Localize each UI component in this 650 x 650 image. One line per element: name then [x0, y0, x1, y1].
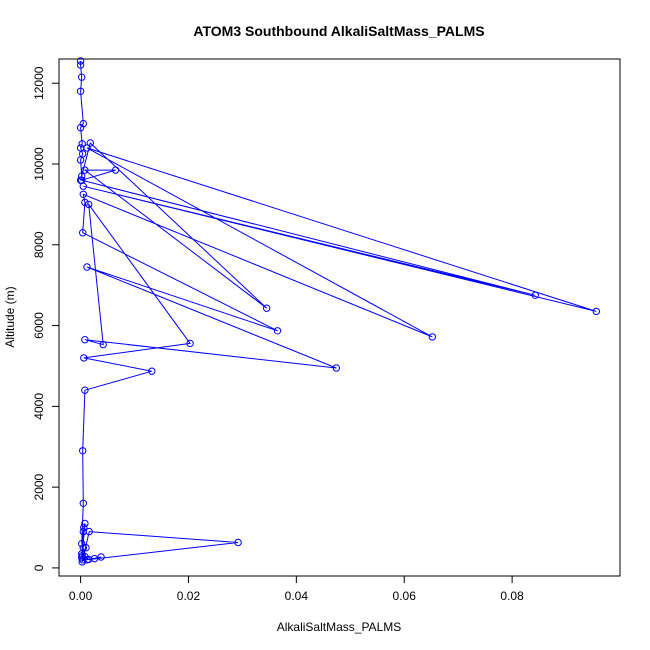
- x-tick-label: 0.02: [177, 589, 201, 603]
- data-point: [99, 340, 107, 349]
- chart-title: ATOM3 Southbound AlkaliSaltMass_PALMS: [193, 23, 484, 39]
- data-point: [79, 447, 87, 455]
- data-point: [79, 527, 88, 536]
- data-point: [81, 166, 89, 174]
- data-point: [531, 291, 539, 299]
- data-point: [85, 527, 93, 536]
- series-line: [79, 61, 597, 562]
- series-layer: [76, 57, 600, 566]
- data-point: [273, 327, 282, 335]
- x-tick-label: 0.00: [69, 589, 93, 603]
- y-axis-label: Altitude (m): [3, 286, 17, 347]
- data-point: [592, 307, 600, 316]
- data-point: [234, 538, 242, 547]
- y-tick-label: 6000: [32, 312, 46, 339]
- data-point: [76, 61, 85, 69]
- data-point: [76, 57, 85, 65]
- data-point: [79, 182, 88, 190]
- x-tick-label: 0.08: [500, 589, 524, 603]
- x-axis: 0.00 0.02 0.04 0.06 0.08: [69, 575, 524, 603]
- data-point: [78, 540, 86, 548]
- data-point: [80, 354, 88, 362]
- data-point: [263, 304, 271, 312]
- data-point: [78, 73, 86, 81]
- data-point: [148, 367, 156, 375]
- plot-frame: [58, 58, 621, 577]
- y-tick-label: 0: [32, 564, 46, 571]
- data-point: [76, 156, 85, 164]
- x-tick-label: 0.06: [393, 589, 417, 603]
- x-axis-label: AlkaliSaltMass_PALMS: [277, 620, 402, 634]
- data-point: [86, 139, 95, 147]
- data-point: [186, 339, 194, 348]
- data-point: [81, 386, 89, 394]
- data-point: [81, 198, 89, 207]
- data-point: [79, 229, 87, 237]
- data-point: [76, 87, 85, 96]
- data-point: [83, 263, 91, 271]
- y-tick-label: 10000: [32, 147, 46, 181]
- y-tick-label: 12000: [32, 66, 46, 100]
- y-axis: 0 2000 4000 6000 8000 10000 12000: [32, 66, 60, 571]
- data-point: [81, 336, 89, 344]
- y-tick-label: 8000: [32, 231, 46, 258]
- data-point: [81, 519, 89, 528]
- data-point: [79, 499, 88, 507]
- data-point: [82, 544, 90, 552]
- data-point: [428, 333, 436, 341]
- x-tick-label: 0.04: [285, 589, 309, 603]
- data-point: [85, 200, 93, 209]
- data-point: [78, 172, 86, 180]
- y-tick-label: 2000: [32, 473, 46, 500]
- data-point: [78, 550, 86, 558]
- data-point: [332, 364, 340, 372]
- data-point: [78, 140, 86, 148]
- data-point: [79, 190, 88, 199]
- data-point: [111, 166, 120, 174]
- y-tick-label: 4000: [32, 393, 46, 420]
- data-point: [80, 523, 88, 532]
- data-point: [76, 124, 85, 132]
- data-point: [83, 144, 91, 152]
